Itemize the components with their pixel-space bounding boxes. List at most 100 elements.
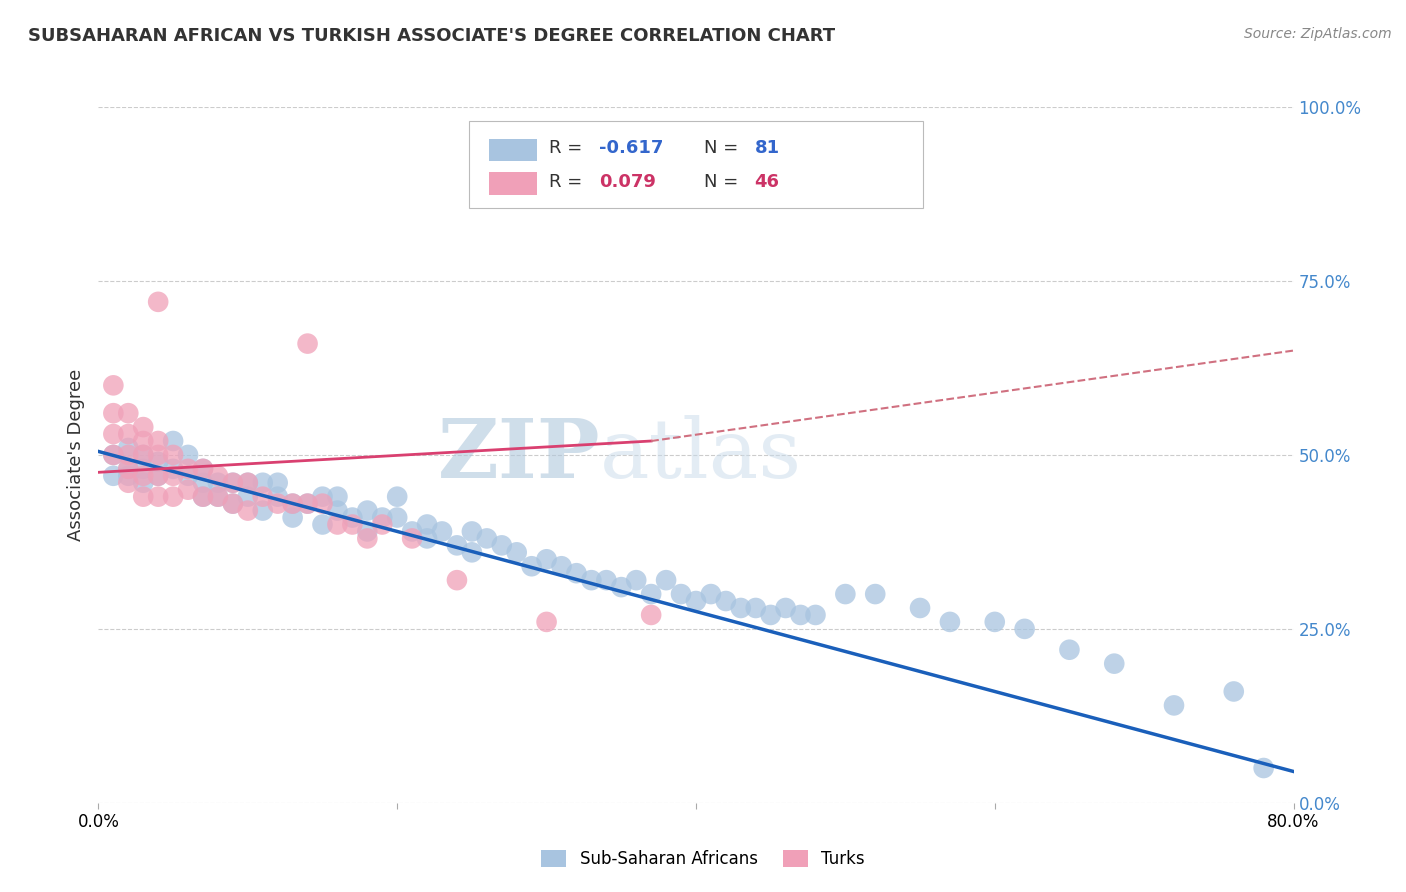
Point [162,434,184,448]
Point [148,448,170,462]
Point [626,573,648,587]
Point [1014,622,1036,636]
Point [655,573,678,587]
Text: 81: 81 [755,139,780,157]
Legend: Sub-Saharan Africans, Turks: Sub-Saharan Africans, Turks [534,843,872,875]
Point [132,490,155,504]
Point [162,448,184,462]
Point [804,607,827,622]
Point [385,510,409,524]
Point [1223,684,1246,698]
Point [865,587,887,601]
Point [759,607,782,622]
Point [148,468,170,483]
Point [132,448,155,462]
Point [939,615,962,629]
Point [103,406,125,420]
Point [177,483,200,497]
Point [103,448,125,462]
Point [401,524,423,539]
Point [103,378,125,392]
Point [1059,642,1081,657]
Point [416,532,439,546]
Text: N =: N = [704,139,744,157]
Point [117,448,139,462]
Point [401,532,423,546]
Point [311,497,333,511]
FancyBboxPatch shape [470,121,922,208]
Point [326,490,349,504]
Point [252,490,274,504]
Point [117,427,139,442]
Point [311,490,333,504]
Text: 0.079: 0.079 [599,173,657,191]
Point [506,545,529,559]
Point [177,462,200,476]
Point [446,538,468,552]
Point [685,594,707,608]
Point [356,532,378,546]
Point [132,448,155,462]
Point [267,497,290,511]
Point [371,510,394,524]
Point [550,559,572,574]
Point [222,497,245,511]
Point [342,510,364,524]
Point [103,427,125,442]
Point [446,573,468,587]
Point [191,462,214,476]
Text: Source: ZipAtlas.com: Source: ZipAtlas.com [1244,27,1392,41]
Point [162,490,184,504]
Point [252,475,274,490]
Point [117,468,139,483]
Point [385,490,409,504]
Point [191,490,214,504]
Point [132,420,155,434]
Point [117,475,139,490]
Point [148,490,170,504]
Point [416,517,439,532]
Text: 46: 46 [755,173,779,191]
Point [520,559,543,574]
Point [117,462,139,476]
Point [191,490,214,504]
Point [162,462,184,476]
Point [430,524,453,539]
Point [236,503,259,517]
Point [177,468,200,483]
Point [117,406,139,420]
Point [222,497,245,511]
Text: R =: R = [548,139,588,157]
Point [132,475,155,490]
Text: R =: R = [548,173,588,191]
FancyBboxPatch shape [489,172,537,194]
Text: SUBSAHARAN AFRICAN VS TURKISH ASSOCIATE'S DEGREE CORRELATION CHART: SUBSAHARAN AFRICAN VS TURKISH ASSOCIATE'… [28,27,835,45]
Point [536,552,558,566]
Point [207,475,229,490]
Text: N =: N = [704,173,744,191]
Point [148,294,170,309]
FancyBboxPatch shape [489,138,537,161]
Point [191,475,214,490]
Point [311,517,333,532]
Point [326,517,349,532]
Point [356,524,378,539]
Point [117,441,139,455]
Point [326,503,349,517]
Point [222,475,245,490]
Point [148,434,170,448]
Point [1163,698,1185,713]
Text: ZIP: ZIP [437,415,600,495]
Point [236,475,259,490]
Point [162,468,184,483]
Point [775,601,797,615]
Point [745,601,768,615]
Point [148,468,170,483]
Point [103,448,125,462]
Point [117,462,139,476]
Point [565,566,588,581]
Point [356,503,378,517]
Point [267,490,290,504]
Point [297,497,319,511]
Point [297,336,319,351]
